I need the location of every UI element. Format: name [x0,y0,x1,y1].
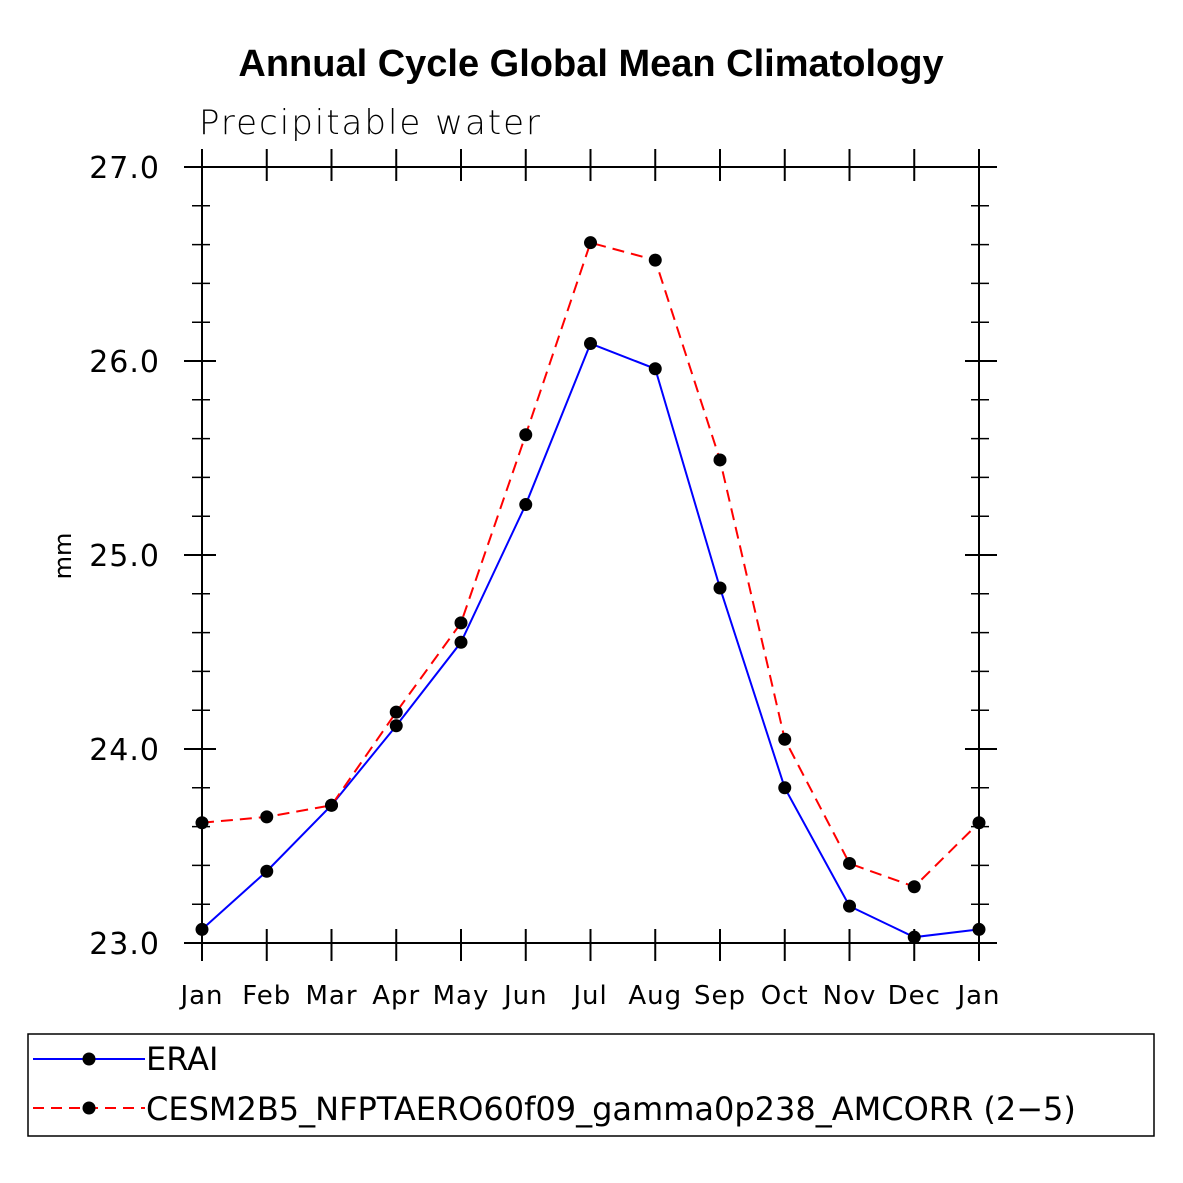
plot-area: Jan Feb Mar Apr May Jun Jul Aug Sep Oct Nov Dec Jan 2… [89,149,1000,1011]
y-axis-label: mm [49,533,77,580]
data-point-erai [389,719,403,733]
data-point-cesm [843,856,856,870]
y-tick-label: 23.0 [89,927,160,962]
data-point-cesm [972,816,986,830]
data-point-cesm [713,453,727,467]
data-point-erai [778,781,792,795]
data-point-cesm [584,236,597,250]
x-tick-label: Nov [823,981,877,1011]
x-tick-label: Oct [761,981,809,1011]
data-point-erai [584,337,597,351]
series-line-erai [201,342,980,939]
data-point-erai [713,581,727,595]
x-tick-label: Mar [305,981,357,1011]
data-point-cesm [519,428,533,442]
y-tick-label: 24.0 [89,733,160,768]
x-tick-label: Sep [694,981,746,1011]
data-point-erai [195,922,209,936]
legend-box [27,1033,1155,1137]
x-tick-label: Jun [502,981,548,1011]
legend-label-cesm: CESM2B5_NFPTAERO60f09_gamma0p238_AMCORR … [146,1090,1076,1128]
y-tick-label: 27.0 [89,151,160,186]
data-point-erai [972,922,986,936]
data-point-erai [648,362,662,376]
plot-frame [201,166,980,944]
chart-title: Annual Cycle Global Mean Climatology [238,43,943,85]
x-tick-label: May [433,981,490,1011]
data-point-erai [843,899,856,913]
data-point-erai [260,864,274,878]
data-point-cesm [778,732,792,746]
legend-marker-erai [82,1052,96,1066]
x-tick-label: Jan [178,981,223,1011]
chart-subtitle: Precipitable water [199,103,542,143]
x-tick-label: Aug [628,981,682,1011]
x-tick-label: Jul [571,981,607,1011]
legend-marker-cesm [82,1101,96,1115]
y-tick-label: 25.0 [89,539,160,574]
data-point-erai [907,930,921,944]
legend: ERAI CESM2B5_NFPTAERO60f09_gamma0p238_AM… [27,1033,1155,1137]
x-tick-label: Jan [955,981,1000,1011]
x-tick-label: Apr [372,981,420,1011]
data-point-cesm [389,705,403,719]
data-point-cesm [325,798,338,812]
data-point-cesm [260,810,274,824]
x-tick-label: Feb [242,981,291,1011]
data-point-cesm [907,880,921,894]
x-tick-label: Dec [888,981,941,1011]
legend-label-erai: ERAI [146,1040,218,1078]
y-tick-label: 26.0 [89,345,160,380]
data-point-cesm [195,816,209,830]
data-point-erai [454,635,468,649]
data-point-cesm [648,253,662,267]
data-point-cesm [454,616,468,630]
data-point-erai [519,498,533,512]
